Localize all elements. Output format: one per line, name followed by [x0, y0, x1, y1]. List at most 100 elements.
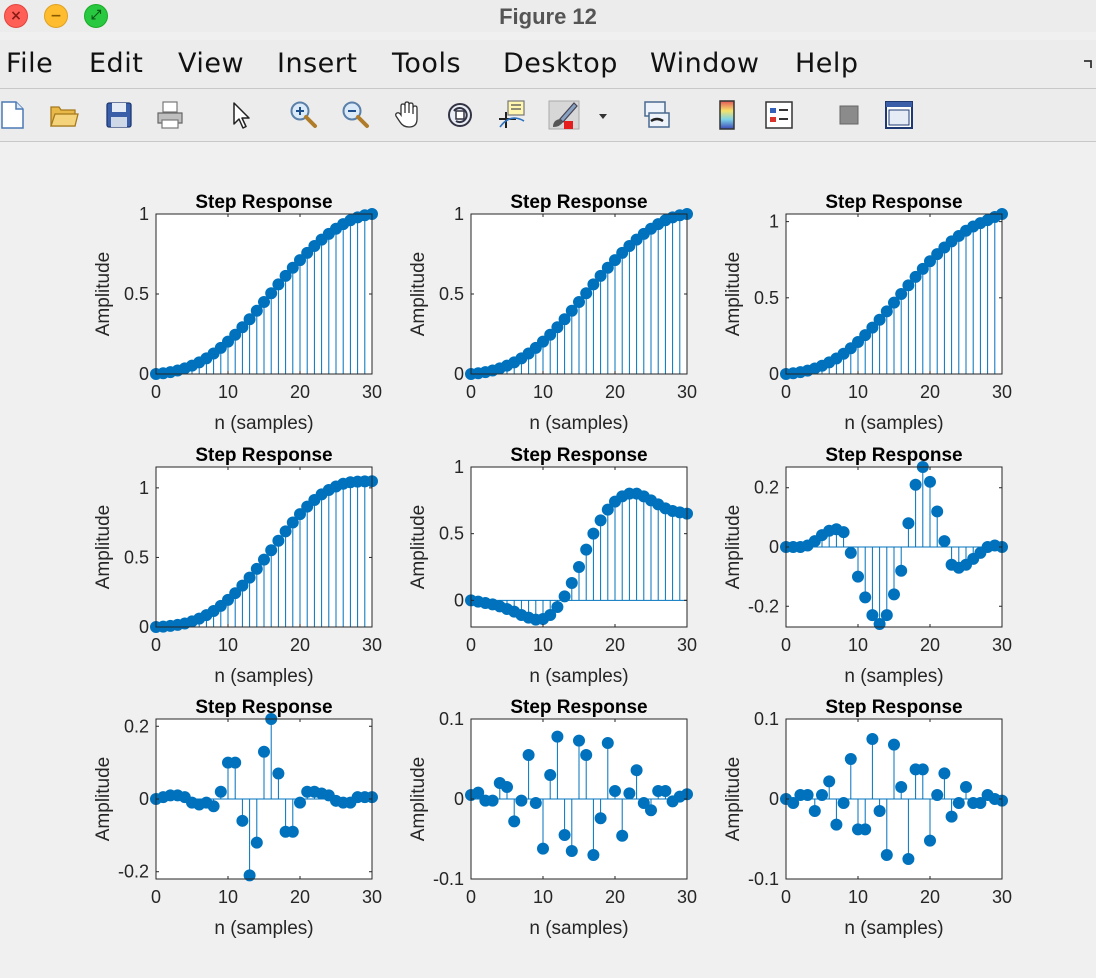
stem-marker: [924, 475, 936, 488]
figure-toolbar: [0, 89, 1096, 142]
print-icon[interactable]: [154, 99, 186, 131]
menu-window[interactable]: Window: [650, 48, 760, 79]
stem-marker: [537, 335, 549, 348]
show-plot-tools-icon[interactable]: [883, 99, 915, 131]
save-icon[interactable]: [103, 99, 135, 131]
colorbar-icon[interactable]: [711, 99, 743, 131]
stem-marker: [258, 745, 270, 758]
x-tick-label: 30: [677, 887, 697, 907]
subplot-title: Step Response: [510, 697, 647, 718]
x-tick-label: 30: [362, 382, 382, 402]
stem-marker: [565, 845, 578, 857]
stem-marker: [852, 570, 864, 583]
subplot-1[interactable]: 0 10 20 30 0 0.5 1 Step Response n (samples) Ampl…: [93, 192, 382, 434]
stem-marker: [250, 562, 263, 575]
stem-marker: [265, 287, 278, 300]
y-tick-label: 1: [139, 478, 149, 498]
y-tick-label: 1: [454, 204, 464, 224]
stem-marker: [859, 591, 872, 604]
menu-insert[interactable]: Insert: [277, 48, 358, 79]
rotate-3d-icon[interactable]: [444, 99, 476, 131]
menu-tools[interactable]: Tools: [392, 48, 462, 79]
x-axis-label: n (samples): [214, 918, 313, 939]
stem-marker: [243, 313, 256, 326]
zoom-in-icon[interactable]: [287, 99, 319, 131]
x-tick-label: 10: [848, 887, 868, 907]
subplot-2[interactable]: 0 10 20 30 0 0.5 1 Step Response n (samples) Ampl…: [408, 192, 697, 434]
data-cursor-icon[interactable]: [496, 99, 528, 131]
x-tick-label: 10: [848, 382, 868, 402]
subplot-title: Step Response: [510, 192, 647, 213]
stem-marker: [916, 763, 929, 776]
stem-marker: [580, 287, 593, 300]
stem-marker: [880, 849, 893, 861]
stem-marker: [866, 321, 879, 334]
subplot-3[interactable]: 0 10 20 30 0 0.5 1 Step Response n (samples) Ampl…: [723, 192, 1012, 434]
stem-marker: [859, 823, 872, 836]
hide-plot-tools-icon[interactable]: [833, 99, 865, 131]
stem-marker: [916, 262, 929, 275]
stem-marker: [837, 526, 850, 539]
stem-marker: [844, 546, 857, 559]
y-tick-label: -0.1: [748, 869, 779, 889]
stem-marker: [573, 296, 585, 308]
new-figure-icon[interactable]: [0, 99, 28, 131]
stem-marker: [902, 279, 915, 292]
brush-dropdown-icon[interactable]: [596, 99, 610, 131]
stem-marker: [616, 246, 629, 259]
y-tick-label: 0: [769, 789, 779, 809]
menu-desktop[interactable]: Desktop: [503, 48, 618, 79]
stem-marker: [544, 609, 557, 621]
menu-file[interactable]: File: [6, 48, 54, 79]
stem-marker: [229, 328, 242, 341]
subplot-4[interactable]: 0 10 20 30 0 0.5 1 Step Response n (samples) Ampl…: [93, 445, 382, 687]
x-tick-label: 10: [533, 382, 553, 402]
x-axis-label: n (samples): [529, 413, 628, 434]
menu-help[interactable]: Help: [795, 48, 859, 79]
subplot-5[interactable]: 0 10 20 30 0 0.5 1 Step Response n (samples) Ampl…: [408, 445, 697, 687]
x-tick-label: 20: [605, 887, 625, 907]
stem-marker: [844, 753, 857, 765]
close-button[interactable]: ×: [4, 4, 28, 28]
y-axis-label: Amplitude: [93, 505, 114, 590]
x-tick-label: 20: [605, 635, 625, 655]
stem-marker: [580, 749, 593, 761]
menu-view[interactable]: View: [178, 48, 245, 79]
y-axis-label: Amplitude: [723, 757, 744, 842]
zoom-button[interactable]: ⤢: [84, 4, 108, 28]
zoom-out-icon[interactable]: [339, 99, 371, 131]
stem-marker: [286, 261, 299, 274]
minimize-button[interactable]: −: [44, 4, 68, 28]
menu-dock-arrow-icon[interactable]: [1082, 58, 1094, 70]
legend-icon[interactable]: [763, 99, 795, 131]
brush-icon[interactable]: [548, 99, 580, 131]
x-tick-label: 0: [466, 887, 476, 907]
link-plot-icon[interactable]: [641, 99, 673, 131]
stem-marker: [902, 853, 915, 865]
stem-marker: [529, 797, 542, 809]
stem-marker: [895, 564, 908, 577]
stem-marker: [594, 812, 607, 825]
x-tick-label: 0: [781, 887, 791, 907]
stem-marker: [508, 815, 521, 828]
stem-marker: [852, 336, 864, 348]
stem-marker: [594, 269, 607, 282]
stem-marker: [837, 797, 850, 809]
x-tick-label: 30: [992, 635, 1012, 655]
pointer-icon[interactable]: [226, 99, 258, 131]
pan-hand-icon[interactable]: [392, 99, 424, 131]
axes-box: [785, 213, 1003, 375]
y-tick-label: 0: [454, 364, 464, 384]
y-tick-label: 0: [454, 590, 464, 610]
stem-marker: [873, 313, 886, 326]
open-file-icon[interactable]: [48, 99, 80, 131]
y-axis-label: Amplitude: [93, 757, 114, 842]
menu-edit[interactable]: Edit: [89, 48, 144, 79]
stem-marker: [229, 587, 242, 600]
stem-marker: [888, 588, 900, 601]
